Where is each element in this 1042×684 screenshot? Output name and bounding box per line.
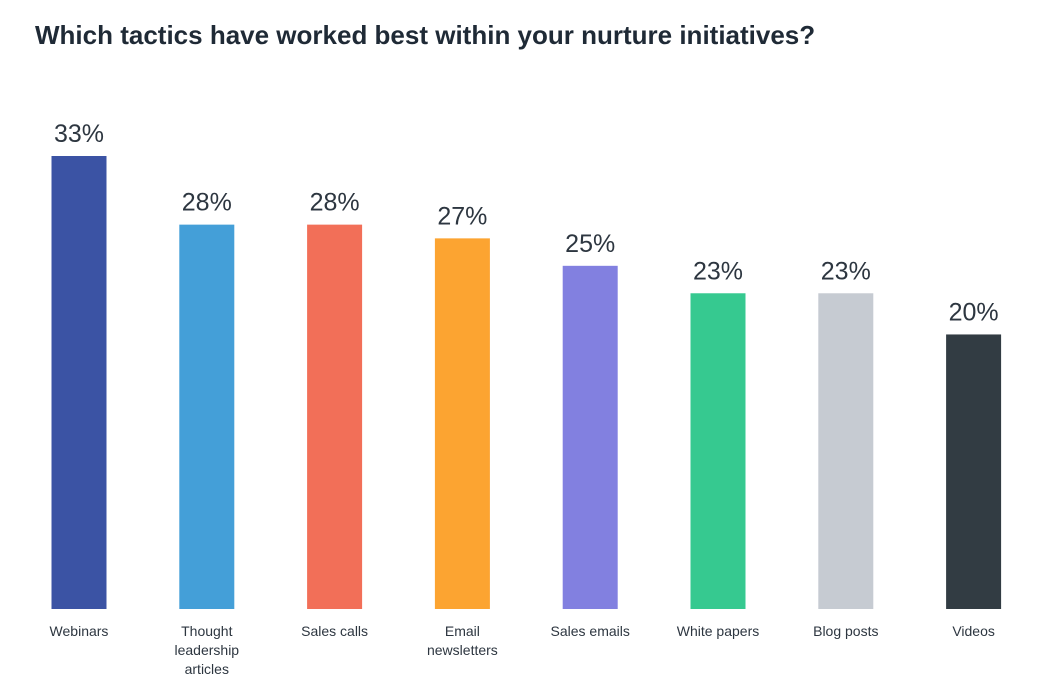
x-tick-label: Blog posts [813, 623, 879, 639]
bar [179, 224, 235, 610]
x-tick-label: Email newsletters [426, 623, 498, 658]
value-label: 28% [182, 189, 232, 217]
value-label: 23% [821, 257, 871, 285]
x-tick-label: Sales calls [301, 623, 369, 639]
bar [307, 224, 363, 610]
value-label: 23% [693, 257, 743, 285]
x-tick-label: Webinars [49, 623, 109, 639]
value-label: 27% [437, 202, 487, 230]
bar [818, 293, 874, 609]
value-label: 28% [310, 189, 360, 217]
x-tick-label: White papers [676, 623, 760, 639]
value-label: 20% [949, 298, 999, 326]
x-tick-label: Thought leadership articles [174, 623, 240, 677]
value-label: 33% [54, 120, 104, 148]
bar [946, 334, 1002, 609]
value-label: 25% [565, 230, 615, 258]
x-tick-label: Sales emails [550, 623, 630, 639]
chart-title: Which tactics have worked best within yo… [35, 20, 816, 50]
bar [562, 265, 618, 609]
bar [434, 238, 490, 609]
bar [690, 293, 746, 609]
x-tick-label: Videos [952, 623, 995, 639]
bar [51, 156, 107, 609]
